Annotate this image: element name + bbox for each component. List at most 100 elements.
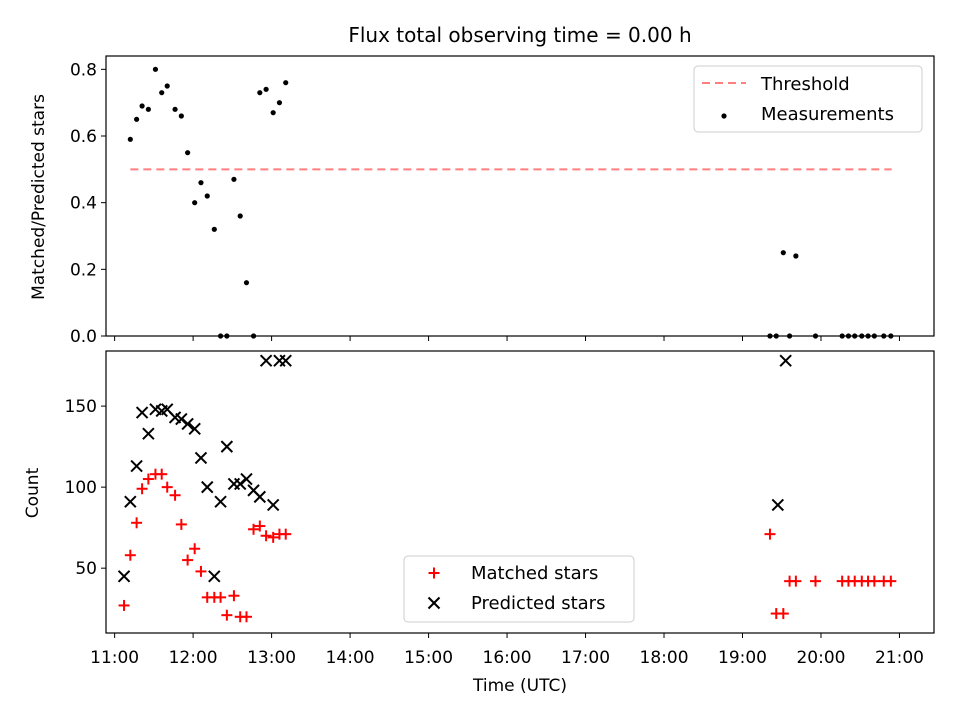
measurement-point — [192, 200, 198, 206]
measurement-point — [243, 280, 250, 286]
measurement-point — [859, 333, 865, 339]
matched-star-point — [221, 609, 233, 621]
measurement-point — [134, 116, 140, 122]
x-tick-label: 14:00 — [326, 648, 375, 668]
legend-predicted-label: Predicted stars — [471, 593, 605, 614]
top-y-axis-label: Matched/Predicted stars — [29, 94, 49, 300]
predicted-star-point — [188, 422, 201, 436]
measurement-point — [152, 66, 159, 72]
measurement-point — [257, 90, 263, 96]
matched-star-point — [267, 531, 279, 543]
measurement-point — [871, 333, 877, 339]
predicted-star-point — [142, 427, 155, 440]
measurement-point — [852, 333, 858, 339]
measurement-point — [845, 333, 852, 339]
bottom-legend-box — [403, 555, 635, 623]
measurement-point — [231, 176, 237, 182]
matched-star-point — [142, 473, 154, 485]
matched-star-point — [248, 523, 260, 535]
x-tick-label: 18:00 — [640, 648, 689, 668]
x-axis-label: Time (UTC) — [472, 676, 567, 696]
bottom-plot-area — [105, 350, 935, 634]
x-tick-label: 15:00 — [404, 648, 453, 668]
predicted-star-point — [259, 354, 273, 367]
predicted-star-point — [135, 406, 149, 419]
top-y-axis: 0.0 0.2 0.4 0.6 0.8 — [70, 60, 106, 347]
measurement-point — [793, 253, 799, 259]
matched-star-point — [764, 528, 776, 540]
matched-star-point — [254, 520, 266, 532]
top-legend: Threshold Measurements — [693, 65, 923, 133]
legend-threshold-label: Threshold — [760, 74, 850, 95]
matched-star-point — [790, 575, 802, 587]
matched-star-point — [175, 518, 187, 530]
matched-star-point — [777, 608, 789, 620]
predicted-star-point — [124, 495, 137, 508]
measurement-point — [237, 213, 243, 219]
measurement-point — [224, 333, 230, 339]
predicted-star-point — [220, 440, 234, 453]
measurement-point — [270, 110, 276, 116]
measurement-point — [164, 83, 170, 89]
top-y-tick-label: 0.6 — [70, 127, 97, 147]
legend-predicted-swatch — [427, 596, 441, 610]
bottom-legend: Matched stars Predicted stars — [403, 555, 635, 623]
measurement-point — [172, 106, 178, 112]
top-panel: 0.00.20.40.60.8 Matched/Predicted stars … — [29, 55, 935, 347]
predicted-star-point — [194, 451, 208, 465]
measurement-point — [178, 113, 184, 119]
matched-star-point — [182, 554, 194, 566]
measurement-point — [127, 136, 133, 142]
top-y-tick-label: 0.2 — [70, 260, 97, 280]
top-plot-area — [105, 55, 935, 337]
matched-star-point — [228, 590, 240, 602]
bottom-y-tick-label: 100 — [65, 478, 97, 498]
measurement-point — [185, 150, 191, 156]
bottom-y-axis: 50 100 150 — [65, 397, 106, 579]
measurement-point — [839, 333, 845, 339]
predicted-star-point — [130, 459, 143, 473]
measurement-point — [217, 333, 224, 339]
top-y-tick-label: 0.8 — [70, 60, 97, 80]
bottom-y-tick-label: 50 — [75, 559, 97, 579]
x-tick-label: 16:00 — [483, 648, 532, 668]
top-x-ticks — [114, 336, 900, 341]
legend-matched-label: Matched stars — [471, 563, 598, 584]
predicted-star-point — [233, 477, 247, 491]
measurement-points — [127, 66, 894, 339]
bottom-y-axis-label: Count — [23, 467, 43, 518]
predicted-star-point — [253, 490, 267, 504]
legend-predicted-marker — [427, 596, 441, 610]
measurement-point — [773, 333, 779, 339]
x-tick-label: 12:00 — [169, 648, 218, 668]
top-y-tick-label: 0.4 — [70, 194, 97, 214]
top-legend-box — [693, 65, 923, 133]
matched-star-point — [809, 575, 821, 587]
matched-star-point — [156, 468, 168, 480]
bottom-panel: 50 100 150 11:00 12:00 13:00 14:00 15:00 16:00 1… — [23, 350, 935, 696]
measurement-point — [786, 333, 793, 339]
matched-star-point — [885, 575, 897, 587]
top-y-tick-label: 0.0 — [70, 327, 97, 347]
measurement-point — [250, 333, 257, 339]
measurement-point — [767, 333, 773, 339]
legend-measurements-swatch — [721, 113, 727, 119]
matched-star-point — [136, 483, 148, 495]
matched-star-point — [240, 611, 252, 623]
matched-star-point — [280, 528, 292, 540]
predicted-star-point — [181, 417, 194, 431]
x-tick-label: 19:00 — [718, 648, 767, 668]
predicted-star-point — [779, 354, 792, 367]
bottom-y-tick-label: 150 — [65, 397, 97, 417]
legend-matched-marker — [428, 567, 440, 579]
x-tick-label: 21:00 — [875, 648, 924, 668]
measurement-point — [139, 103, 145, 109]
measurement-point — [881, 333, 887, 339]
predicted-star-point — [117, 570, 131, 583]
measurement-point — [283, 80, 289, 86]
x-tick-label: 11:00 — [90, 648, 139, 668]
x-tick-label: 13:00 — [247, 648, 296, 668]
matched-star-point — [260, 530, 272, 542]
matched-star-point — [169, 489, 181, 501]
